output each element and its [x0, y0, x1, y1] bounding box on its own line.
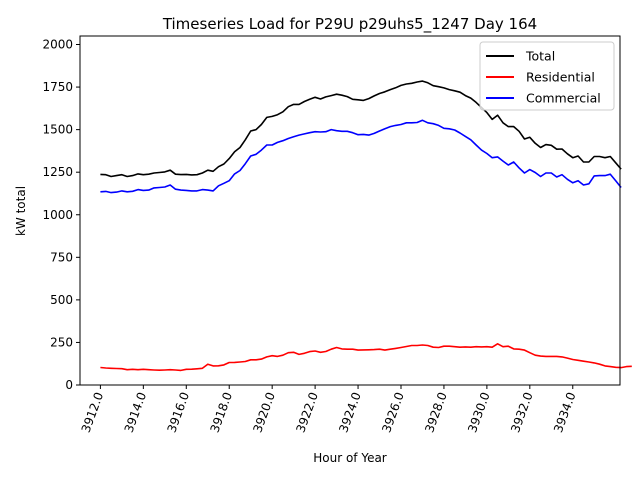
legend: Total Residential Commercial [479, 41, 615, 111]
legend-label-commercial: Commercial [526, 91, 601, 106]
legend-box [479, 41, 615, 111]
y-tick-label: 500 [50, 293, 73, 307]
series-line-commercial [100, 119, 622, 194]
series-line-residential [100, 342, 632, 372]
y-tick-label: 750 [50, 250, 73, 264]
y-tick-label: 1000 [42, 208, 73, 222]
y-tick-label: 250 [50, 335, 73, 349]
y-axis-ticks: 0 250 500 750 1000 1250 1500 1750 2000 [42, 38, 80, 392]
y-tick-label: 1750 [42, 80, 73, 94]
legend-label-residential: Residential [526, 70, 595, 85]
series-line-total [100, 80, 622, 178]
plot-frame [79, 35, 621, 386]
x-axis-label: Hour of Year [313, 451, 387, 465]
y-tick-label: 1250 [42, 165, 73, 179]
series-lines [100, 80, 632, 372]
y-tick-label: 2000 [42, 38, 73, 52]
chart-title: Timeseries Load for P29U p29uhs5_1247 Da… [162, 15, 537, 34]
y-tick-label: 1500 [42, 123, 73, 137]
y-axis-label: kW total [14, 186, 28, 236]
legend-label-total: Total [525, 49, 555, 64]
y-tick-label: 0 [65, 378, 73, 392]
